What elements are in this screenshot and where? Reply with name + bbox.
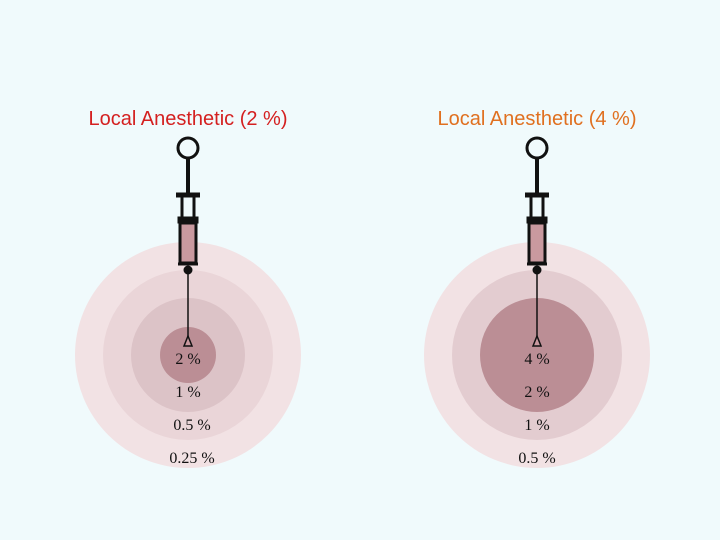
concentration-label: 0.25 % <box>169 450 214 467</box>
concentration-label: 1 % <box>524 417 549 434</box>
syringe <box>525 136 549 347</box>
panel-title: Local Anesthetic (2 %) <box>89 108 288 130</box>
concentration-label: 0.5 % <box>518 450 555 467</box>
ring <box>480 298 594 412</box>
syringe <box>176 136 200 347</box>
concentration-label: 2 % <box>524 384 549 401</box>
panel-right: Local Anesthetic (4 %) 4 % 2 % 1 % 0.5 % <box>424 108 650 468</box>
concentration-label: 2 % <box>175 351 200 368</box>
ring <box>160 327 216 383</box>
panel-title: Local Anesthetic (4 %) <box>438 108 637 130</box>
concentration-label: 0.5 % <box>173 417 210 434</box>
concentration-label: 1 % <box>175 384 200 401</box>
concentration-label: 4 % <box>524 351 549 368</box>
panel-left: Local Anesthetic (2 %) 2 % 1 % 0.5 % 0.2… <box>75 108 301 468</box>
